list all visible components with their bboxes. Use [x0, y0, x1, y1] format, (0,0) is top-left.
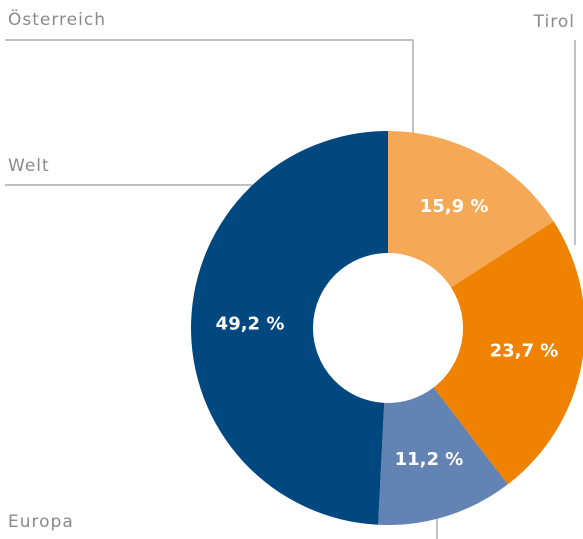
value-label: 11,2 % — [395, 449, 464, 470]
donut-slice — [433, 221, 583, 485]
category-label: Österreich — [8, 8, 106, 30]
donut-slice — [378, 387, 508, 525]
value-label: 15,9 % — [420, 196, 489, 217]
donut-slice — [191, 131, 388, 525]
leader-line — [5, 39, 414, 133]
value-label: 23,7 % — [490, 341, 559, 362]
category-label: Tirol — [533, 12, 575, 32]
category-label: Europa — [8, 512, 74, 532]
category-label: Welt — [8, 156, 50, 176]
value-label: 49,2 % — [216, 314, 285, 335]
donut-slice — [388, 131, 554, 288]
